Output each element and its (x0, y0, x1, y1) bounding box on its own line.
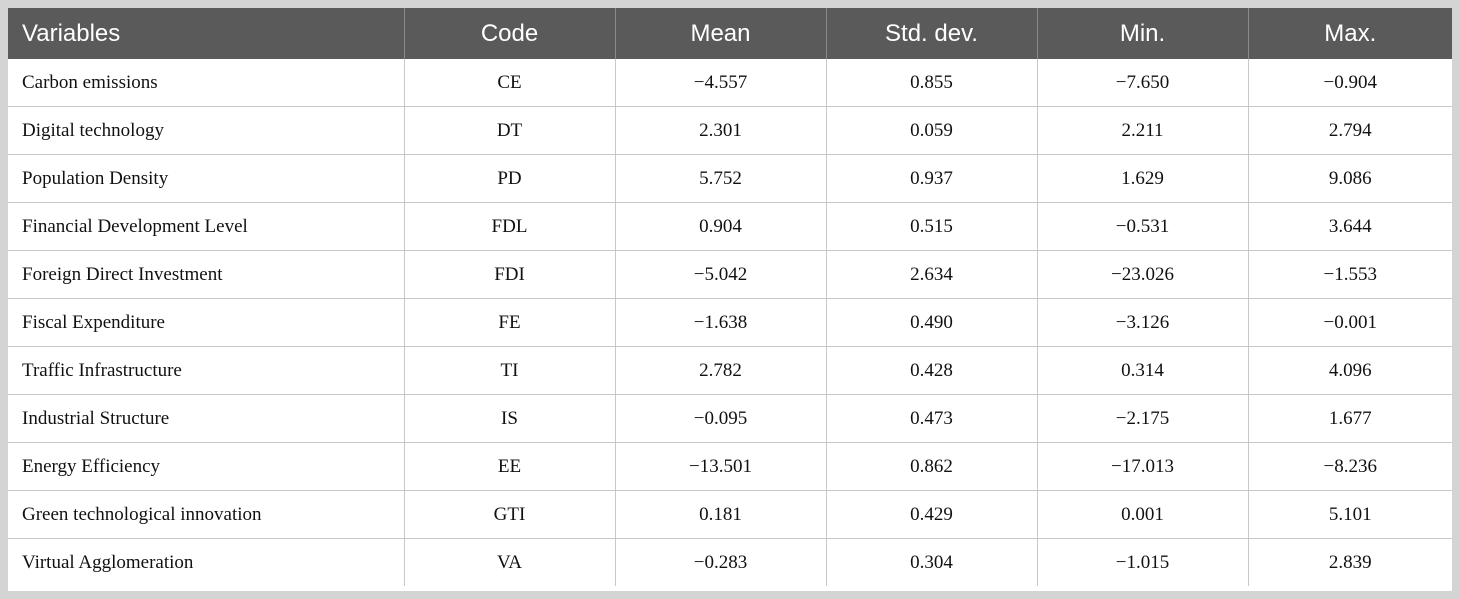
cell-max: 4.096 (1248, 346, 1452, 395)
table-row: Population Density PD 5.752 0.937 1.629 … (8, 154, 1452, 203)
cell-std-dev: 0.428 (826, 346, 1038, 395)
table-header-row: Variables Code Mean Std. dev. Min. Max. (8, 8, 1452, 59)
cell-code: FE (404, 298, 616, 347)
cell-max: −1.553 (1248, 250, 1452, 299)
table-row: Carbon emissions CE −4.557 0.855 −7.650 … (8, 59, 1452, 107)
cell-mean: 0.181 (615, 490, 827, 539)
cell-variable: Fiscal Expenditure (8, 298, 405, 347)
header-mean: Mean (615, 8, 827, 59)
cell-min: −0.531 (1037, 202, 1249, 251)
cell-code: FDI (404, 250, 616, 299)
cell-variable: Energy Efficiency (8, 442, 405, 491)
cell-code: VA (404, 538, 616, 586)
cell-max: −0.904 (1248, 59, 1452, 107)
cell-max: 2.794 (1248, 106, 1452, 155)
header-std-dev: Std. dev. (826, 8, 1038, 59)
cell-variable: Financial Development Level (8, 202, 405, 251)
cell-max: −8.236 (1248, 442, 1452, 491)
cell-mean: −0.095 (615, 394, 827, 443)
cell-code: GTI (404, 490, 616, 539)
header-code: Code (404, 8, 616, 59)
cell-min: 1.629 (1037, 154, 1249, 203)
cell-min: −17.013 (1037, 442, 1249, 491)
cell-mean: 2.301 (615, 106, 827, 155)
cell-max: 9.086 (1248, 154, 1452, 203)
cell-max: −0.001 (1248, 298, 1452, 347)
cell-std-dev: 0.515 (826, 202, 1038, 251)
cell-min: 0.001 (1037, 490, 1249, 539)
cell-std-dev: 0.473 (826, 394, 1038, 443)
cell-min: 0.314 (1037, 346, 1249, 395)
header-min: Min. (1037, 8, 1249, 59)
cell-std-dev: 2.634 (826, 250, 1038, 299)
cell-variable: Green technological innovation (8, 490, 405, 539)
cell-code: EE (404, 442, 616, 491)
cell-std-dev: 0.862 (826, 442, 1038, 491)
cell-code: DT (404, 106, 616, 155)
cell-variable: Virtual Agglomeration (8, 538, 405, 586)
cell-mean: −5.042 (615, 250, 827, 299)
cell-min: −2.175 (1037, 394, 1249, 443)
cell-std-dev: 0.855 (826, 59, 1038, 107)
cell-mean: −13.501 (615, 442, 827, 491)
cell-variable: Digital technology (8, 106, 405, 155)
cell-code: IS (404, 394, 616, 443)
table-row: Financial Development Level FDL 0.904 0.… (8, 202, 1452, 251)
table-row: Fiscal Expenditure FE −1.638 0.490 −3.12… (8, 298, 1452, 347)
cell-variable: Carbon emissions (8, 59, 405, 107)
cell-mean: 5.752 (615, 154, 827, 203)
cell-code: PD (404, 154, 616, 203)
cell-min: −3.126 (1037, 298, 1249, 347)
cell-code: TI (404, 346, 616, 395)
cell-code: FDL (404, 202, 616, 251)
cell-min: −7.650 (1037, 59, 1249, 107)
cell-variable: Population Density (8, 154, 405, 203)
header-variables: Variables (8, 8, 405, 59)
cell-std-dev: 0.937 (826, 154, 1038, 203)
header-max: Max. (1248, 8, 1452, 59)
cell-variable: Foreign Direct Investment (8, 250, 405, 299)
cell-mean: 0.904 (615, 202, 827, 251)
table-row: Green technological innovation GTI 0.181… (8, 490, 1452, 539)
cell-max: 2.839 (1328, 551, 1372, 573)
cell-mean: −1.638 (615, 298, 827, 347)
cell-mean: −4.557 (615, 59, 827, 107)
cell-std-dev: 0.304 (826, 538, 1038, 586)
cell-mean: 2.782 (615, 346, 827, 395)
cell-std-dev: 0.490 (826, 298, 1038, 347)
cell-min: −1.015 (1037, 538, 1249, 586)
statistics-table-container: Variables Code Mean Std. dev. Min. Max. … (8, 8, 1452, 591)
cell-code: CE (404, 59, 616, 107)
table-row: Digital technology DT 2.301 0.059 2.211 … (8, 106, 1452, 155)
table-row: Energy Efficiency EE −13.501 0.862 −17.0… (8, 442, 1452, 491)
cell-variable: Traffic Infrastructure (8, 346, 405, 395)
cell-std-dev: 0.429 (826, 490, 1038, 539)
cell-mean: −0.283 (615, 538, 827, 586)
cell-variable: Industrial Structure (8, 394, 405, 443)
cell-max: 3.644 (1248, 202, 1452, 251)
table-row: Foreign Direct Investment FDI −5.042 2.6… (8, 250, 1452, 299)
cell-min: 2.211 (1037, 106, 1249, 155)
cell-min: −23.026 (1037, 250, 1249, 299)
cell-max: 5.101 (1248, 490, 1452, 539)
table-row: Virtual Agglomeration VA −0.283 0.304 −1… (8, 538, 1452, 586)
cell-max: 1.677 (1248, 394, 1452, 443)
table-row: Industrial Structure IS −0.095 0.473 −2.… (8, 394, 1452, 443)
cell-std-dev: 0.059 (826, 106, 1038, 155)
table-row: Traffic Infrastructure TI 2.782 0.428 0.… (8, 346, 1452, 395)
descriptive-statistics-table: Variables Code Mean Std. dev. Min. Max. … (8, 8, 1452, 586)
